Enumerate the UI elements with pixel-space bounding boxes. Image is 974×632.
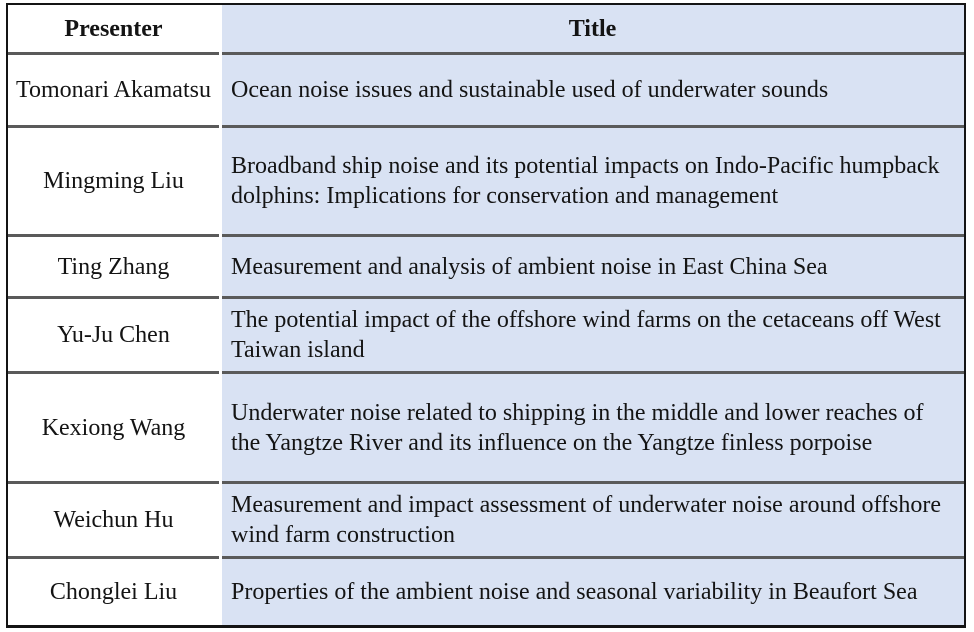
- talk-title: Measurement and analysis of ambient nois…: [231, 253, 828, 280]
- title-cell: Measurement and impact assessment of und…: [222, 484, 964, 559]
- talk-title: Properties of the ambient noise and seas…: [231, 579, 918, 605]
- presenter-cell: Kexiong Wang: [8, 374, 219, 484]
- table-row: Tomonari Akamatsu Ocean noise issues and…: [8, 55, 964, 128]
- title-cell: The potential impact of the offshore win…: [222, 299, 964, 374]
- title-cell: Broadband ship noise and its potential i…: [222, 128, 964, 237]
- presenter-cell: Mingming Liu: [8, 128, 219, 237]
- presenter-name: Weichun Hu: [53, 507, 174, 533]
- column-divider: [219, 5, 222, 55]
- presenter-name: Mingming Liu: [43, 168, 184, 194]
- presenter-cell: Ting Zhang: [8, 237, 219, 299]
- column-divider: [219, 128, 222, 237]
- title-cell: Measurement and analysis of ambient nois…: [222, 237, 964, 299]
- table-row: Ting Zhang Measurement and analysis of a…: [8, 237, 964, 299]
- talk-title: Ocean noise issues and sustainable used …: [231, 77, 829, 103]
- presenter-name: Kexiong Wang: [41, 414, 186, 441]
- table-row: Chonglei Liu Properties of the ambient n…: [8, 559, 964, 625]
- presenter-name: Yu-Ju Chen: [57, 322, 170, 348]
- presenter-cell: Chonglei Liu: [8, 559, 219, 625]
- presenter-header-label: Presenter: [64, 15, 163, 42]
- talk-title: Underwater noise related to shipping in …: [231, 399, 924, 456]
- talk-title: Broadband ship noise and its potential i…: [231, 153, 940, 209]
- talk-title: The potential impact of the offshore win…: [231, 307, 941, 363]
- presenter-name: Ting Zhang: [57, 253, 170, 280]
- table-body: Tomonari Akamatsu Ocean noise issues and…: [8, 55, 964, 625]
- title-cell: Ocean noise issues and sustainable used …: [222, 55, 964, 128]
- title-cell: Properties of the ambient noise and seas…: [222, 559, 964, 625]
- table-row: Yu-Ju Chen The potential impact of the o…: [8, 299, 964, 374]
- column-divider: [219, 374, 222, 484]
- column-divider: [219, 55, 222, 128]
- title-header-label: Title: [568, 15, 617, 42]
- title-column-header: Title: [222, 5, 964, 55]
- table-row: Kexiong Wang Underwater noise related to…: [8, 374, 964, 484]
- presenter-cell: Yu-Ju Chen: [8, 299, 219, 374]
- presenter-cell: Tomonari Akamatsu: [8, 55, 219, 128]
- column-divider: [219, 237, 222, 299]
- presenters-table: Presenter Title Tomonari Akamatsu Ocean …: [6, 3, 966, 628]
- presenter-name: Chonglei Liu: [49, 579, 178, 605]
- title-cell: Underwater noise related to shipping in …: [222, 374, 964, 484]
- column-divider: [219, 299, 222, 374]
- talk-title: Measurement and impact assessment of und…: [231, 492, 942, 548]
- table-row: Mingming Liu Broadband ship noise and it…: [8, 128, 964, 237]
- presenter-cell: Weichun Hu: [8, 484, 219, 559]
- column-divider: [219, 484, 222, 559]
- column-divider: [219, 559, 222, 625]
- table-header-row: Presenter Title: [8, 5, 964, 55]
- presenter-column-header: Presenter: [8, 5, 219, 55]
- table-row: Weichun Hu Measurement and impact assess…: [8, 484, 964, 559]
- presenter-name: Tomonari Akamatsu: [16, 77, 211, 103]
